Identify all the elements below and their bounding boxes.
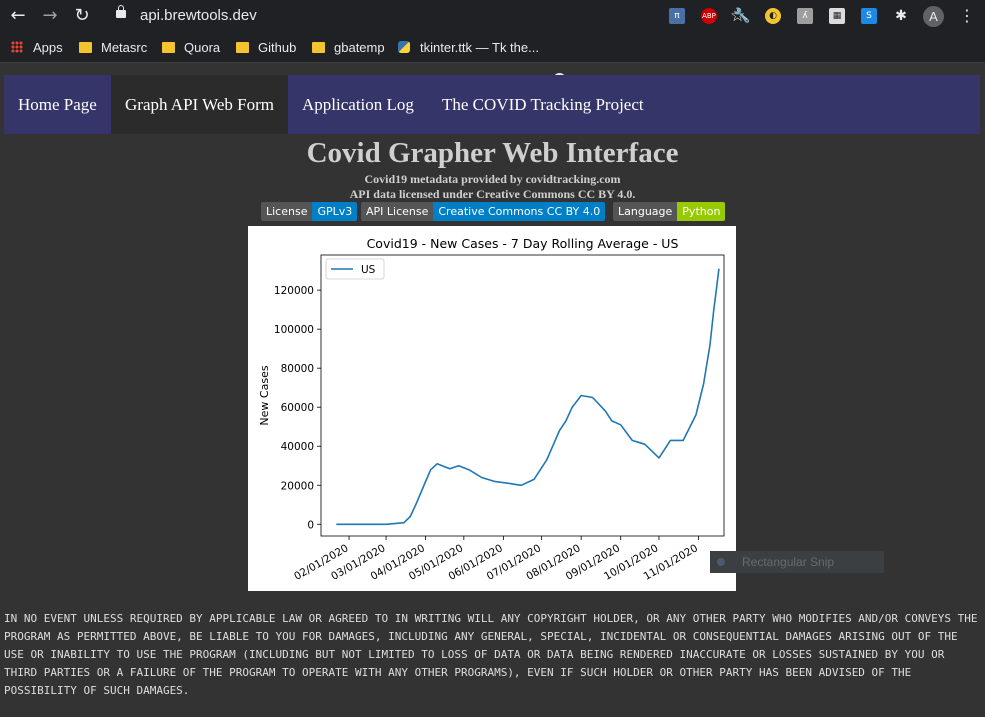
browser-toolbar: ← → ↻ api.brewtools.dev ☆ π ABP 🔧 ◐ ʎ ▦ … — [0, 0, 985, 33]
warranty-disclaimer: IN NO EVENT UNLESS REQUIRED BY APPLICABL… — [4, 612, 978, 697]
y-tick-label: 40000 — [281, 441, 314, 453]
plot-frame — [320, 254, 725, 537]
license-badge[interactable]: License GPLv3 — [261, 202, 358, 221]
site-navbar: Home Page Graph API Web Form Application… — [4, 75, 980, 134]
python-icon — [398, 41, 410, 53]
adblock-label: ABP — [702, 12, 716, 20]
extension-gray-icon[interactable]: ʎ — [797, 8, 813, 24]
legend-box — [325, 258, 385, 280]
menu-kebab-icon[interactable]: ⋮ — [959, 6, 975, 25]
bookmark-label: gbatemp — [334, 40, 385, 55]
y-tick-label: 100000 — [274, 324, 314, 336]
y-axis-label: New Cases — [258, 365, 271, 425]
snip-icon — [717, 558, 725, 566]
bookmark-label: Quora — [184, 40, 221, 55]
folder-icon — [79, 42, 92, 53]
reload-icon[interactable]: ↻ — [74, 5, 90, 26]
lock-icon — [116, 5, 126, 18]
nav-home-page[interactable]: Home Page — [18, 95, 97, 114]
extension-grid-icon[interactable]: ▦ — [829, 8, 845, 24]
chart-title: Covid19 - New Cases - 7 Day Rolling Aver… — [367, 236, 679, 251]
badge-value: Creative Commons CC BY 4.0 — [433, 202, 606, 221]
bookmark-label: Metasrc — [101, 40, 148, 55]
url-text: api.brewtools.dev — [140, 7, 257, 24]
language-badge[interactable]: Language Python — [613, 202, 726, 221]
bookmark-label: tkinter.ttk — Tk the... — [420, 40, 539, 55]
chart-svg: Covid19 - New Cases - 7 Day Rolling Aver… — [258, 236, 725, 583]
badge-value: GPLv3 — [312, 202, 358, 221]
nav-graph-api-web-form[interactable]: Graph API Web Form — [111, 75, 288, 134]
y-tick-label: 120000 — [274, 285, 314, 297]
y-tick-label: 80000 — [281, 363, 314, 375]
nav-application-log[interactable]: Application Log — [302, 95, 414, 114]
series-line-us — [336, 268, 720, 526]
badge-value: Python — [677, 202, 726, 221]
back-arrow-icon[interactable]: ← — [10, 5, 26, 26]
y-tick-label: 20000 — [281, 480, 314, 492]
license-credit: API data licensed under Creative Commons… — [349, 187, 636, 201]
rectangular-snip-tooltip: Rectangular Snip — [710, 551, 884, 573]
folder-icon — [162, 42, 175, 53]
bookmark-tkinter[interactable]: tkinter.ttk — Tk the... — [398, 40, 539, 56]
bookmark-label: Apps — [33, 40, 63, 55]
nav-covid-tracking-project[interactable]: The COVID Tracking Project — [442, 95, 644, 114]
bookmark-quora[interactable]: Quora — [162, 40, 220, 56]
apps-grid-icon — [11, 41, 23, 53]
bookmark-label: Github — [258, 40, 297, 55]
badge-key: License — [261, 202, 313, 221]
wrench-icon[interactable]: 🔧 — [733, 8, 751, 24]
forward-arrow-icon[interactable]: → — [42, 5, 58, 26]
badge-key: Language — [613, 202, 678, 221]
extension-pi-icon[interactable]: π — [669, 8, 685, 24]
covid-chart: Covid19 - New Cases - 7 Day Rolling Aver… — [248, 226, 736, 591]
bookmark-apps[interactable]: Apps — [11, 40, 63, 56]
legend-label: US — [361, 264, 376, 276]
metadata-credit: Covid19 metadata provided by covidtracki… — [364, 172, 621, 186]
extension-s-icon[interactable]: S — [861, 8, 877, 24]
bookmarks-bar: Apps Metasrc Quora Github gbatemp tkinte… — [0, 33, 985, 86]
address-bar[interactable]: api.brewtools.dev ☆ — [104, 4, 745, 29]
snip-label: Rectangular Snip — [742, 555, 835, 569]
bookmark-metasrc[interactable]: Metasrc — [79, 40, 147, 56]
page-title: Covid Grapher Web Interface — [306, 137, 679, 169]
profile-avatar[interactable]: A — [923, 6, 944, 27]
extension-circle-icon[interactable]: ◐ — [765, 8, 781, 24]
bookmark-gbatemp[interactable]: gbatemp — [312, 40, 385, 56]
extensions-puzzle-icon[interactable]: ✱ — [895, 8, 907, 24]
api-license-badge[interactable]: API License Creative Commons CC BY 4.0 — [361, 202, 606, 221]
y-tick-label: 60000 — [281, 402, 314, 414]
bookmark-star-icon[interactable]: ☆ — [730, 6, 746, 26]
y-tick-label: 0 — [307, 519, 314, 531]
folder-icon — [236, 42, 249, 53]
folder-icon — [312, 42, 325, 53]
adblock-plus-icon[interactable]: ABP — [701, 8, 717, 24]
badge-key: API License — [361, 202, 434, 221]
bookmark-github[interactable]: Github — [236, 40, 296, 56]
